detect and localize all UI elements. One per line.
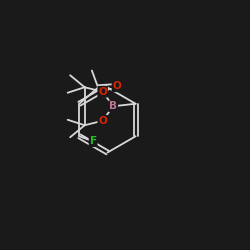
Text: O: O — [98, 116, 107, 126]
Text: B: B — [109, 101, 117, 111]
Text: F: F — [90, 136, 97, 146]
Text: O: O — [112, 81, 121, 91]
Text: O: O — [98, 87, 107, 97]
